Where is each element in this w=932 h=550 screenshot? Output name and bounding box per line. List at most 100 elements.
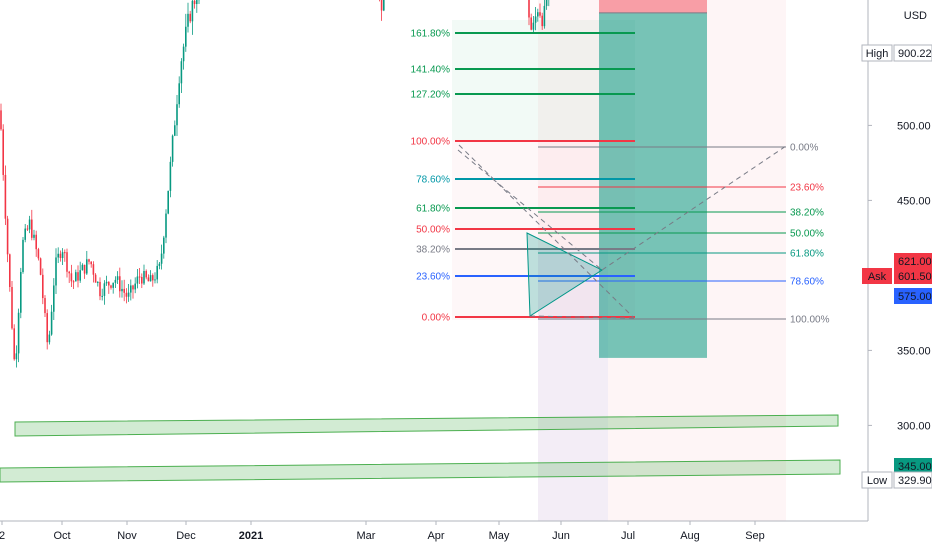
- price-tag-value: 345.00: [898, 461, 932, 473]
- price-tag-value: 329.90: [898, 475, 932, 487]
- candle-body: [72, 281, 75, 283]
- candle-body: [92, 264, 95, 275]
- price-tag-name-box: [861, 471, 893, 489]
- candle-body: [171, 135, 174, 162]
- candle-body: [101, 295, 103, 297]
- candle-body: [15, 353, 18, 360]
- candle-body: [22, 239, 24, 273]
- candle-body: [28, 219, 31, 230]
- fib-retracement-label: 100.00%: [790, 315, 830, 326]
- fib-retracement-label: 38.20%: [790, 208, 824, 219]
- candle-body: [145, 271, 147, 278]
- candle-body: [79, 270, 81, 281]
- candle-body: [83, 264, 86, 274]
- price-tag-name-box: [861, 44, 893, 62]
- candle-body: [70, 273, 73, 282]
- candle-body: [178, 83, 180, 105]
- price-tag-value-box: [893, 44, 932, 62]
- candle-body: [33, 234, 35, 238]
- candle-body: [537, 12, 539, 17]
- fib-extension-label: 100.00%: [411, 137, 451, 148]
- candle-body: [57, 253, 59, 258]
- candle-body: [167, 190, 169, 214]
- candle-body: [125, 292, 128, 297]
- time-tick-label: Aug: [680, 530, 700, 542]
- take-profit-zone: [599, 12, 707, 358]
- candle-body: [110, 285, 112, 288]
- candle-body: [189, 13, 191, 22]
- candle-body: [530, 17, 532, 30]
- time-tick-label: Apr: [427, 530, 444, 542]
- candle-body: [88, 259, 90, 262]
- candle-body: [50, 311, 53, 335]
- candle-body: [383, 0, 385, 11]
- candle-body: [138, 276, 141, 278]
- price-tag-value: 575.00: [898, 291, 932, 303]
- candle-body: [116, 276, 119, 280]
- candle-body: [2, 129, 4, 175]
- candle-body: [77, 272, 79, 281]
- candle-body: [105, 281, 108, 284]
- fib-extension-label: 61.80%: [416, 204, 450, 215]
- candle-body: [163, 237, 165, 254]
- candle-body: [26, 228, 29, 230]
- candle-body: [46, 313, 48, 343]
- candle-body: [11, 287, 13, 329]
- candle-body: [103, 283, 106, 296]
- time-tick-label: 2: [0, 530, 5, 542]
- candle-body: [75, 272, 77, 282]
- candle-body: [90, 261, 92, 265]
- fib-extension-label: 38.20%: [416, 245, 450, 256]
- price-tag-value: 621.00: [898, 256, 932, 268]
- candle-body: [61, 252, 64, 259]
- fib-extension-label: 161.80%: [411, 29, 451, 40]
- candle-body: [134, 283, 136, 290]
- time-tick-label: 2021: [239, 530, 263, 542]
- currency-label: USD: [904, 10, 927, 22]
- price-tag-value-box: [894, 458, 932, 474]
- candle-body: [39, 258, 42, 275]
- candle-body: [59, 253, 62, 259]
- candle-body: [127, 292, 130, 297]
- price-tag-value: 900.22: [898, 48, 932, 60]
- time-tick-label: Jul: [621, 530, 635, 542]
- candle-body: [123, 288, 125, 293]
- price-tick-label: 500.00: [897, 120, 931, 132]
- fib-retracement-label: 61.80%: [790, 249, 824, 260]
- candle-body: [53, 285, 55, 312]
- candle-body: [196, 0, 198, 5]
- triangle-pattern: [526, 232, 604, 317]
- price-tag-value-box: [894, 288, 932, 304]
- time-tick-label: May: [489, 530, 510, 542]
- fib-extension-label: 23.60%: [416, 272, 450, 283]
- candle-body: [13, 328, 15, 360]
- price-tag-value-box: [894, 268, 932, 284]
- candle-body: [37, 249, 40, 259]
- candle-body: [532, 22, 535, 30]
- candle-body: [55, 257, 57, 286]
- candle-body: [534, 16, 537, 23]
- candle-body: [176, 104, 178, 126]
- candle-body: [187, 13, 189, 27]
- candle-body: [143, 271, 145, 284]
- candle-body: [44, 298, 46, 314]
- candle-body: [191, 0, 194, 22]
- fib-extension-label: 0.00%: [422, 313, 450, 324]
- candle-body: [380, 0, 383, 11]
- candle-body: [160, 253, 163, 264]
- price-tag-name: High: [866, 48, 889, 60]
- price-tick-label: 350.00: [897, 345, 931, 357]
- candle-body: [35, 234, 37, 250]
- price-tag-name-box: [862, 268, 892, 284]
- time-tick-label: Nov: [117, 530, 137, 542]
- candle-body: [169, 161, 172, 191]
- fib-extension-label: 50.00%: [416, 225, 450, 236]
- candle-body: [42, 274, 44, 299]
- price-tick-label: 450.00: [897, 195, 931, 207]
- candle-body: [174, 125, 176, 136]
- candle-body: [114, 279, 117, 283]
- stop-loss-zone: [599, 0, 707, 13]
- candle-body: [4, 174, 7, 219]
